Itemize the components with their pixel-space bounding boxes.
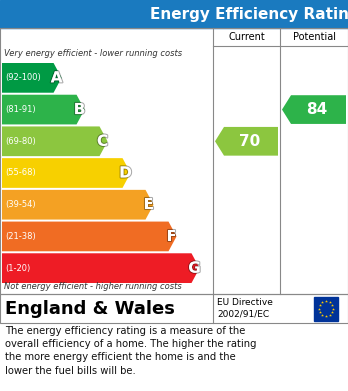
Text: C: C xyxy=(97,134,108,149)
Text: D: D xyxy=(119,165,132,181)
Polygon shape xyxy=(2,63,62,93)
Text: 84: 84 xyxy=(306,102,327,117)
Polygon shape xyxy=(2,190,153,220)
Bar xyxy=(314,296,338,321)
Text: G: G xyxy=(188,261,201,276)
Text: (21-38): (21-38) xyxy=(5,232,36,241)
Text: EU Directive
2002/91/EC: EU Directive 2002/91/EC xyxy=(217,298,273,319)
Text: (1-20): (1-20) xyxy=(5,264,30,273)
Text: 70: 70 xyxy=(239,134,260,149)
Text: (39-54): (39-54) xyxy=(5,200,35,209)
Bar xyxy=(0,294,348,323)
Text: (69-80): (69-80) xyxy=(5,137,36,146)
Polygon shape xyxy=(215,127,278,156)
Bar xyxy=(0,28,348,294)
Polygon shape xyxy=(2,126,108,156)
Polygon shape xyxy=(2,222,176,251)
Polygon shape xyxy=(2,95,85,124)
Text: (81-91): (81-91) xyxy=(5,105,35,114)
Text: Not energy efficient - higher running costs: Not energy efficient - higher running co… xyxy=(4,282,182,291)
Text: Very energy efficient - lower running costs: Very energy efficient - lower running co… xyxy=(4,49,182,58)
Polygon shape xyxy=(282,95,346,124)
Text: E: E xyxy=(143,197,154,212)
Polygon shape xyxy=(2,158,130,188)
Text: Potential: Potential xyxy=(293,32,335,42)
Text: A: A xyxy=(51,70,62,85)
Text: England & Wales: England & Wales xyxy=(5,300,175,317)
Text: (55-68): (55-68) xyxy=(5,169,36,178)
Polygon shape xyxy=(2,253,199,283)
Text: F: F xyxy=(166,229,177,244)
Bar xyxy=(0,0,348,28)
Text: Energy Efficiency Rating: Energy Efficiency Rating xyxy=(150,7,348,22)
Text: The energy efficiency rating is a measure of the
overall efficiency of a home. T: The energy efficiency rating is a measur… xyxy=(5,326,256,376)
Text: Current: Current xyxy=(228,32,265,42)
Text: (92-100): (92-100) xyxy=(5,74,41,83)
Text: B: B xyxy=(74,102,85,117)
